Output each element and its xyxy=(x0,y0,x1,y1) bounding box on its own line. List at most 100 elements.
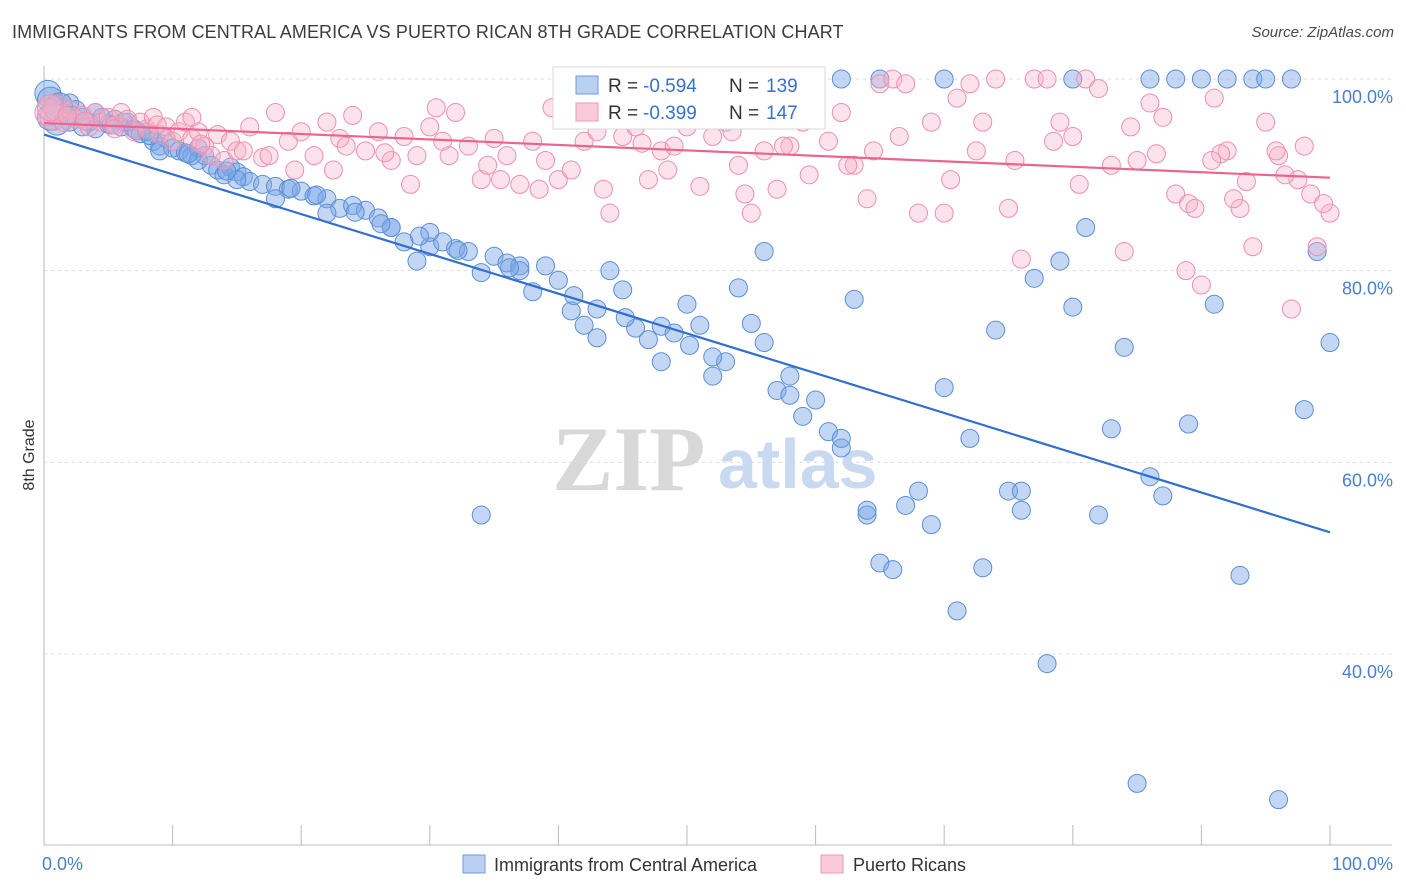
point-puerto-ricans-81 xyxy=(883,69,903,89)
point-central-america-55 xyxy=(536,256,556,276)
point-puerto-ricans-124 xyxy=(375,143,395,163)
point-central-america-73 xyxy=(767,380,787,400)
point-puerto-ricans-2 xyxy=(43,94,71,122)
legend-label-central-america: Immigrants from Central America xyxy=(494,855,758,875)
point-puerto-ricans-40 xyxy=(356,141,375,161)
point-puerto-ricans-62 xyxy=(638,170,658,190)
point-puerto-ricans-126 xyxy=(491,170,511,190)
point-puerto-ricans-79 xyxy=(857,189,877,209)
point-puerto-ricans-106 xyxy=(1204,88,1224,108)
trend-line-puerto-ricans xyxy=(43,121,1331,179)
point-puerto-ricans-152 xyxy=(799,165,819,185)
point-puerto-ricans-64 xyxy=(664,136,684,156)
point-central-america-109 xyxy=(1230,565,1250,585)
point-central-america-131 xyxy=(651,352,671,372)
point-puerto-ricans-134 xyxy=(1044,131,1064,151)
point-puerto-ricans-123 xyxy=(323,160,343,180)
point-puerto-ricans-24 xyxy=(188,122,208,142)
point-puerto-ricans-164 xyxy=(182,107,202,127)
point-central-america-58 xyxy=(574,315,594,335)
point-puerto-ricans-36 xyxy=(304,146,324,166)
point-puerto-ricans-31 xyxy=(240,117,260,137)
point-central-america-92 xyxy=(1011,500,1031,520)
point-puerto-ricans-127 xyxy=(529,179,549,199)
trend-line-central-america xyxy=(43,133,1331,534)
point-puerto-ricans-84 xyxy=(921,112,941,132)
point-puerto-ricans-115 xyxy=(1320,203,1340,223)
point-puerto-ricans-117 xyxy=(57,105,77,125)
point-central-america-114 xyxy=(1294,400,1314,420)
point-central-america-119 xyxy=(831,428,851,448)
trend-lines xyxy=(43,121,1331,534)
point-puerto-ricans-38 xyxy=(330,128,350,148)
point-central-america-98 xyxy=(1089,505,1109,525)
point-puerto-ricans-85 xyxy=(934,203,954,223)
y-axis-title: 8th Grade xyxy=(21,419,38,490)
point-central-america-138 xyxy=(934,69,954,89)
point-central-america-128 xyxy=(420,222,440,242)
point-central-america-118 xyxy=(754,242,774,261)
point-puerto-ricans-51 xyxy=(497,146,517,166)
point-central-america-59 xyxy=(587,328,607,348)
point-central-america-97 xyxy=(1076,218,1096,238)
point-puerto-ricans-44 xyxy=(407,146,427,166)
point-puerto-ricans-114 xyxy=(1307,237,1327,257)
point-puerto-ricans-49 xyxy=(471,170,491,190)
point-puerto-ricans-131 xyxy=(838,155,858,175)
y-tick-label-1: 80.0% xyxy=(1342,279,1393,299)
point-central-america-116 xyxy=(1320,333,1340,353)
point-central-america-46 xyxy=(420,237,440,257)
point-puerto-ricans-135 xyxy=(1146,144,1166,164)
point-central-america-134 xyxy=(857,500,877,520)
point-central-america-132 xyxy=(703,347,723,367)
point-puerto-ricans-78 xyxy=(844,155,864,175)
point-puerto-ricans-130 xyxy=(773,136,793,156)
point-central-america-122 xyxy=(150,141,170,161)
point-puerto-ricans-149 xyxy=(1005,150,1025,170)
point-central-america-106 xyxy=(1191,69,1211,89)
watermark-zip: ZIP xyxy=(552,408,705,510)
point-central-america-71 xyxy=(741,313,761,333)
point-puerto-ricans-86 xyxy=(947,88,967,108)
point-central-america-78 xyxy=(831,438,851,458)
point-puerto-ricans-90 xyxy=(999,198,1018,218)
point-puerto-ricans-52 xyxy=(510,174,530,194)
point-puerto-ricans-96 xyxy=(1076,69,1096,89)
point-puerto-ricans-77 xyxy=(831,103,851,123)
point-puerto-ricans-137 xyxy=(1266,141,1286,161)
point-puerto-ricans-118 xyxy=(75,111,95,131)
point-puerto-ricans-70 xyxy=(741,203,761,223)
point-central-america-60 xyxy=(600,261,620,281)
point-puerto-ricans-103 xyxy=(1166,184,1186,204)
point-central-america-89 xyxy=(973,558,993,578)
chart-title: IMMIGRANTS FROM CENTRAL AMERICA VS PUERT… xyxy=(12,22,844,42)
watermark: ZIP atlas xyxy=(552,408,878,510)
point-puerto-ricans-33 xyxy=(265,103,285,123)
point-puerto-ricans-39 xyxy=(343,105,363,125)
point-puerto-ricans-47 xyxy=(446,103,466,123)
legend: Immigrants from Central America Puerto R… xyxy=(462,854,966,875)
point-central-america-70 xyxy=(728,278,748,298)
stats-n-label-1: N = xyxy=(729,103,759,124)
point-puerto-ricans-144 xyxy=(1176,261,1196,281)
point-central-america-108 xyxy=(1217,69,1237,89)
point-puerto-ricans-45 xyxy=(420,117,440,137)
point-central-america-104 xyxy=(1166,69,1186,89)
point-puerto-ricans-30 xyxy=(227,141,247,161)
point-central-america-85 xyxy=(921,515,941,535)
point-central-america-75 xyxy=(793,406,813,426)
point-puerto-ricans-125 xyxy=(439,146,459,166)
point-central-america-140 xyxy=(1140,69,1160,89)
point-puerto-ricans-7 xyxy=(79,117,99,137)
point-central-america-90 xyxy=(986,320,1006,340)
point-central-america-79 xyxy=(844,289,864,309)
point-central-america-127 xyxy=(381,218,401,238)
point-puerto-ricans-32 xyxy=(253,148,273,168)
point-puerto-ricans-159 xyxy=(478,155,498,175)
point-central-america-88 xyxy=(960,428,980,448)
point-puerto-ricans-108 xyxy=(1230,198,1250,218)
point-puerto-ricans-97 xyxy=(1089,79,1109,99)
point-puerto-ricans-120 xyxy=(147,115,167,135)
point-puerto-ricans-143 xyxy=(1185,198,1205,218)
point-puerto-ricans-88 xyxy=(973,112,993,132)
